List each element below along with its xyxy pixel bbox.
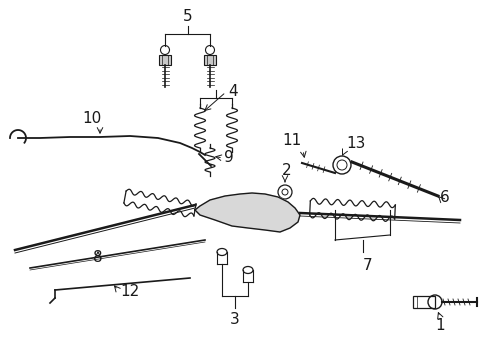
Text: 4: 4 [227,85,237,99]
Text: 3: 3 [230,312,240,327]
Text: 7: 7 [362,258,371,273]
Text: 8: 8 [93,251,102,266]
Text: 11: 11 [282,133,302,148]
Text: 5: 5 [183,9,192,24]
Text: 1: 1 [434,318,444,333]
FancyBboxPatch shape [159,55,171,65]
Text: 2: 2 [282,163,291,178]
Polygon shape [195,193,299,232]
Text: 13: 13 [346,136,365,151]
FancyBboxPatch shape [203,55,216,65]
Text: 9: 9 [224,150,233,166]
Text: 10: 10 [82,111,102,126]
Text: 12: 12 [120,284,140,300]
Text: 6: 6 [439,190,449,206]
